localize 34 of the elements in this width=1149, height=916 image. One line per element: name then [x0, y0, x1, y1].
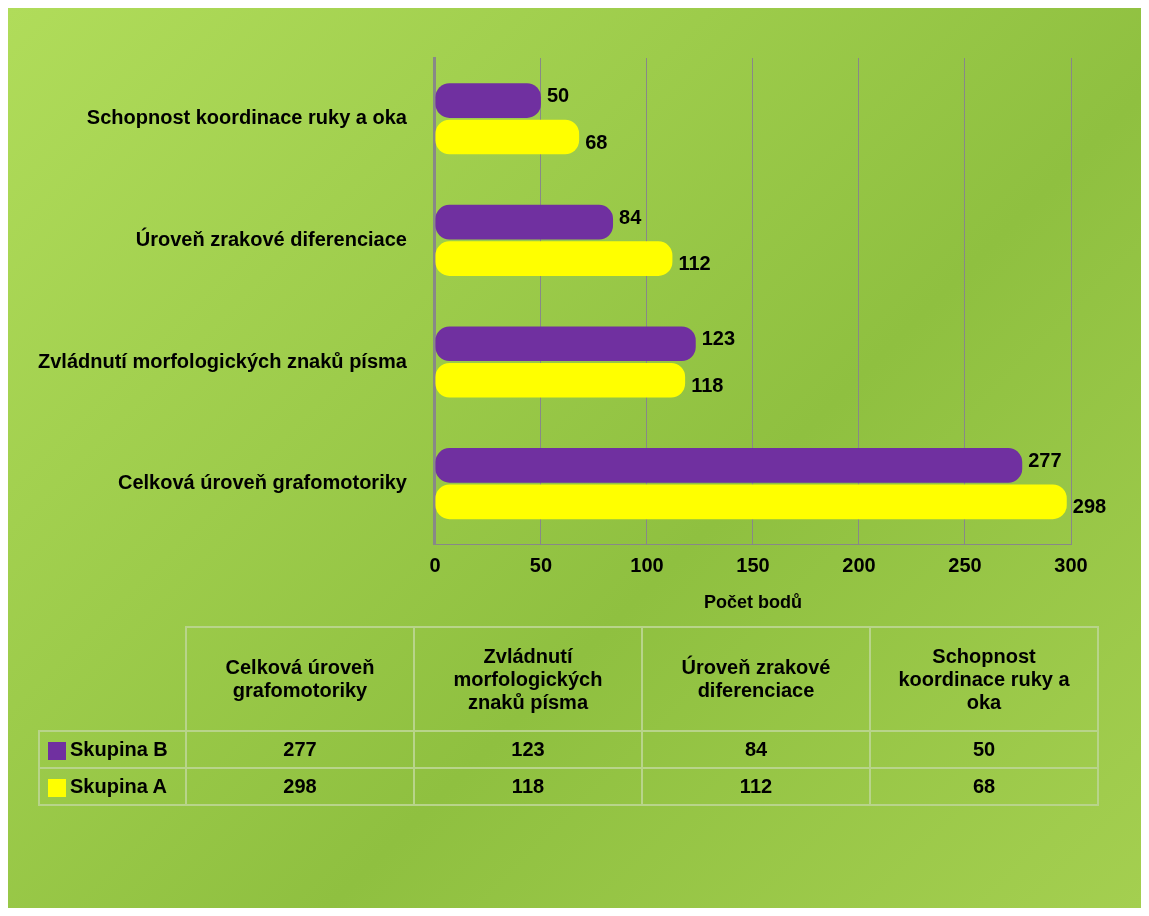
text: 68: [870, 768, 1098, 805]
data-label: 277: [1028, 448, 1062, 471]
y-tick-label: Zvládnutí morfologických znaků písma: [37, 349, 408, 372]
legend-label: Skupina A: [39, 768, 186, 805]
data-label: 68: [585, 130, 608, 153]
y-tick-label: Úroveň zrakové diferenciace: [135, 226, 407, 250]
text: 298: [186, 768, 414, 805]
category-label: Celková úroveň grafomotoriky: [225, 656, 375, 701]
data-label: 298: [1072, 495, 1107, 518]
x-tick-label: 100: [630, 553, 664, 576]
y-tick-label: Schopnost koordinace ruky a oka: [86, 106, 408, 129]
data-label: 84: [619, 205, 643, 228]
category-label: Úroveň zrakové diferenciace: [681, 656, 831, 701]
x-tick-label: 200: [842, 553, 876, 576]
x-tick-label: 300: [1054, 553, 1088, 576]
text: 277: [186, 731, 414, 768]
text: 50: [870, 731, 1098, 768]
x-tick-label: 250: [948, 553, 982, 576]
text: 84: [642, 731, 870, 768]
category-label: Schopnost koordinace ruky a oka: [898, 644, 1070, 713]
x-axis-title: Počet bodů: [703, 592, 802, 613]
legend-label: Skupina B: [39, 731, 186, 768]
data-label: 112: [678, 252, 711, 275]
text: 112: [642, 768, 870, 805]
text: 118: [414, 768, 642, 805]
text: 123: [414, 731, 642, 768]
data-label: 50: [546, 84, 570, 107]
x-tick-label: 50: [529, 553, 553, 576]
category-label: Zvládnutí morfologických znaků písma: [453, 644, 603, 713]
y-tick-label: Celková úroveň grafomotoriky: [117, 471, 408, 494]
x-tick-label: 150: [736, 553, 770, 576]
data-label: 118: [691, 373, 724, 396]
x-tick-label: 0: [429, 553, 441, 576]
data-label: 123: [701, 327, 736, 350]
